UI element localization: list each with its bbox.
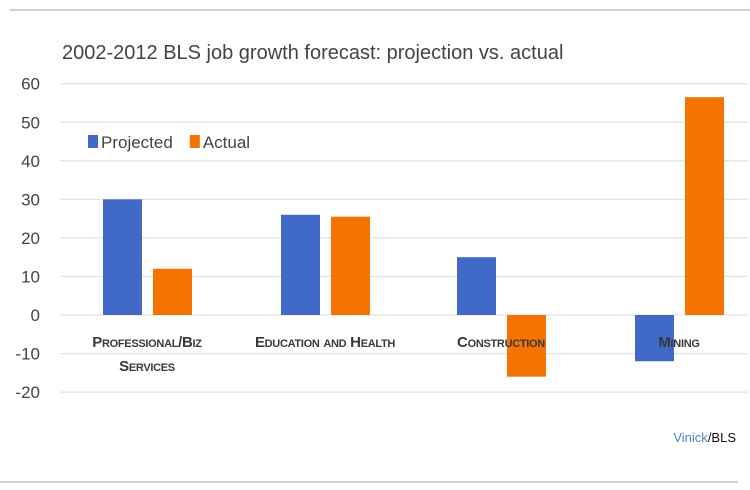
y-tick-label: 30 [21,190,40,209]
x-category-label: Professional/Biz [92,334,202,351]
legend-swatch-actual [189,135,200,148]
credit-source: /BLS [707,430,736,445]
bottom-divider [0,481,738,483]
legend-label-actual: Actual [203,133,250,152]
bar-chart: 2002-2012 BLS job growth forecast: proje… [15,42,748,402]
bar-actual [331,216,370,315]
bar-actual [153,268,192,315]
bar-projected [103,199,142,315]
top-divider [10,9,750,11]
y-tick-label: -10 [15,345,40,364]
credit-author-link[interactable]: Vinick [673,430,708,445]
x-category-label: Education and Health [255,334,395,351]
x-category-label: Mining [658,334,699,351]
legend-swatch-projected [88,135,98,148]
bar-projected [635,315,674,362]
x-category-label: Construction [457,334,545,351]
y-tick-label: 10 [21,267,40,286]
legend-label-projected: Projected [101,133,173,152]
y-tick-label: 60 [21,75,40,94]
y-tick-label: 0 [31,306,40,325]
y-tick-label: 20 [21,229,40,248]
y-tick-label: 50 [21,113,40,132]
bar-projected [281,214,320,315]
x-category-label: Services [119,358,175,375]
bar-actual [685,97,724,315]
bar-actual [507,315,546,377]
bar-projected [457,257,496,315]
y-tick-label: 40 [21,152,40,171]
chart-title: 2002-2012 BLS job growth forecast: proje… [62,42,563,64]
credit: Vinick/BLS [673,430,736,445]
y-tick-label: -20 [15,383,40,402]
